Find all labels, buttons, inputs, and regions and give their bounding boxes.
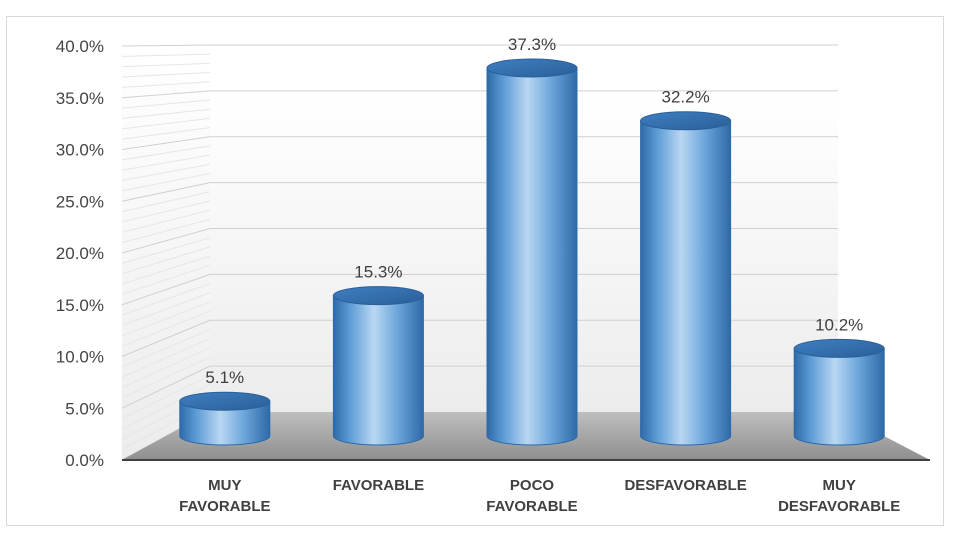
gridline-side [121, 117, 211, 130]
data-label: 37.3% [508, 35, 556, 54]
bar [332, 286, 424, 446]
category-label: POCO [510, 477, 555, 494]
bar-body [332, 295, 424, 446]
gridline-side [121, 108, 211, 119]
gridline-side [121, 246, 211, 275]
gridline-side [121, 62, 211, 68]
bar-top [486, 58, 578, 78]
y-tick-label: 5.0% [65, 399, 104, 418]
gridline-side [121, 356, 211, 399]
gridline-side [121, 90, 211, 99]
bar [793, 338, 885, 446]
gridline-side [121, 328, 211, 368]
gridline-side [121, 218, 211, 244]
gridline-side [121, 338, 211, 378]
gridline-side [121, 228, 211, 254]
bar-body [486, 67, 578, 446]
y-tick-label: 0.0% [65, 451, 104, 470]
y-tick-label: 30.0% [56, 141, 104, 160]
data-label: 32.2% [661, 88, 709, 107]
gridline-side [121, 72, 211, 78]
gridline-side [121, 191, 211, 213]
gridline-side [121, 53, 211, 57]
gridline-side [121, 347, 211, 389]
bar-top [332, 286, 424, 306]
category-label: FAVORABLE [179, 498, 270, 515]
category-labels: MUY FAVORABLE FAVORABLE POCO FAVORABLE DESFAV… [179, 477, 900, 515]
category-label: MUY [208, 477, 241, 494]
y-tick-label: 10.0% [56, 348, 104, 367]
data-label: 15.3% [354, 263, 402, 282]
bar-body [179, 400, 271, 446]
gridline-side [121, 172, 211, 192]
gridline-side [121, 292, 211, 326]
bar [486, 58, 578, 446]
bar [640, 111, 732, 446]
category-label: MUY [823, 477, 856, 494]
gridline-side [121, 319, 211, 357]
gridline-side [121, 182, 211, 202]
gridline-side [121, 365, 211, 409]
gridline-side [121, 99, 211, 109]
bar-top [179, 391, 271, 411]
bar-top [793, 338, 885, 358]
gridline-side [121, 209, 211, 233]
gridline-side [121, 200, 211, 223]
category-label: DESFAVORABLE [624, 477, 746, 494]
y-tick-label: 40.0% [56, 37, 104, 56]
bars [179, 58, 885, 446]
y-tick-label: 25.0% [56, 192, 104, 211]
gridline-side [121, 237, 211, 264]
gridline-side [121, 81, 211, 88]
gridline-side [121, 264, 211, 295]
gridline-side [121, 127, 211, 140]
bar-body [793, 347, 885, 446]
y-tick-label: 20.0% [56, 244, 104, 263]
data-labels: 5.1% 15.3% 37.3% 32.2% 10.2% [205, 35, 863, 387]
data-label: 5.1% [205, 368, 244, 387]
bar [179, 391, 271, 446]
category-label: DESFAVORABLE [778, 498, 900, 515]
gridline-side [121, 145, 211, 161]
data-label: 10.2% [815, 315, 863, 334]
gridline-side [121, 384, 211, 430]
gridline-side [121, 310, 211, 347]
category-label: FAVORABLE [333, 477, 424, 494]
gridline-side [121, 374, 211, 420]
y-tick-label: 35.0% [56, 89, 104, 108]
gridline-side [121, 163, 211, 182]
y-axis-ticks: 0.0% 5.0% 10.0% 15.0% 20.0% 25.0% 30.0% 35.0% 40… [56, 37, 104, 470]
bar-body [640, 120, 732, 446]
gridline-side [121, 255, 211, 285]
gridline-side [121, 136, 211, 150]
y-tick-label: 15.0% [56, 296, 104, 315]
category-label: FAVORABLE [486, 498, 577, 515]
bar-top [640, 111, 732, 131]
gridline-side [121, 44, 211, 47]
gridline-side [121, 283, 211, 316]
gridline-side [121, 273, 211, 306]
gridline-side [121, 154, 211, 171]
gridline-side [121, 301, 211, 337]
